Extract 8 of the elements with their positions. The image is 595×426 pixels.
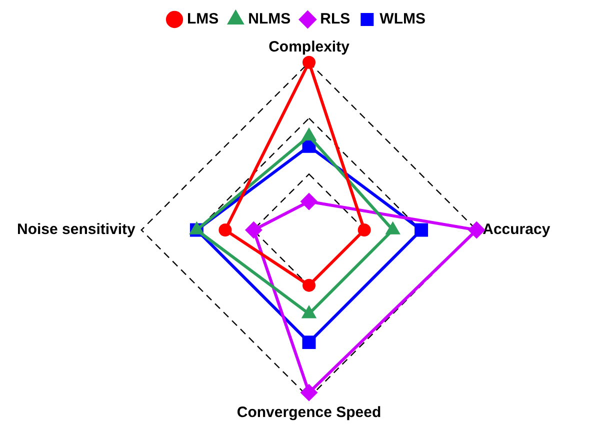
spoke-label: Complexity — [268, 38, 350, 56]
legend-label: WLMS — [380, 10, 426, 28]
spoke-label: Convergence Speed — [236, 404, 382, 421]
legend-label: LMS — [187, 10, 219, 28]
spoke-label: Accuracy — [482, 221, 551, 238]
legend-label: RLS — [320, 10, 350, 28]
legend-label: NLMS — [248, 10, 291, 28]
spoke-label: Noise sensitivity — [16, 221, 136, 238]
